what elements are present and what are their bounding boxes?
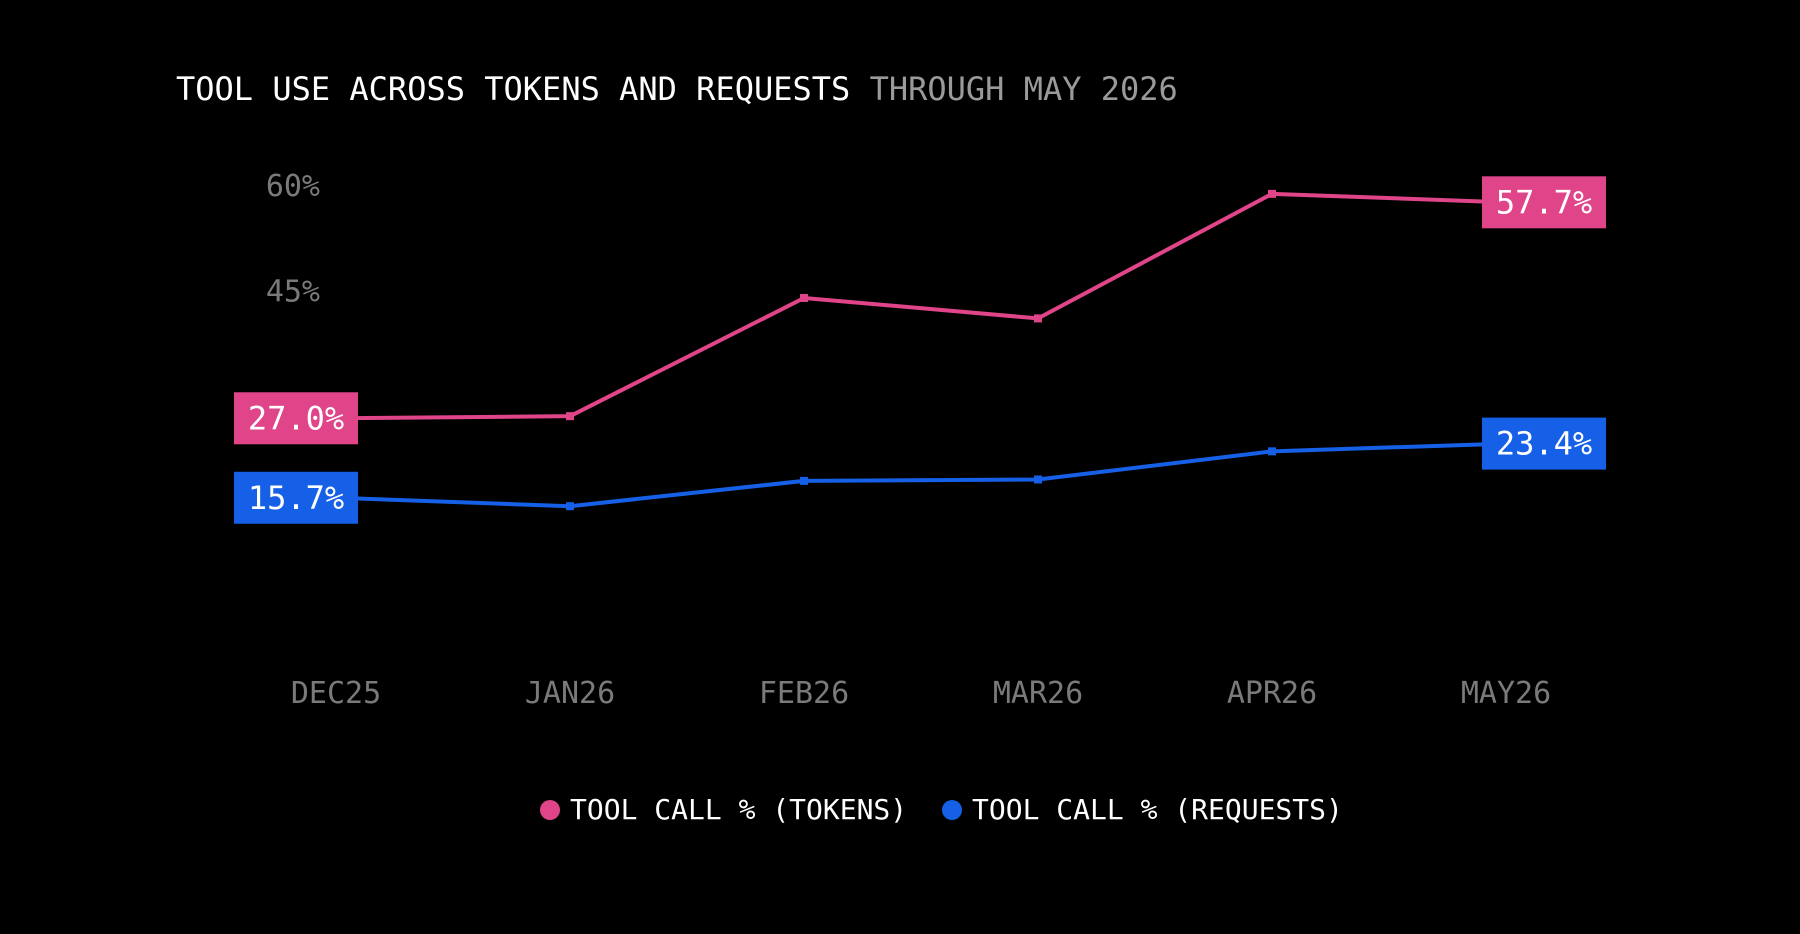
value-label-text: 15.7%	[248, 479, 344, 517]
chart-title-group: TOOL USE ACROSS TOKENS AND REQUESTS THRO…	[176, 70, 1178, 108]
series-line-1	[335, 441, 1507, 509]
chart-subtitle	[850, 70, 869, 108]
data-point	[566, 412, 574, 421]
value-label-text: 27.0%	[248, 399, 344, 437]
value-label-box	[1482, 176, 1606, 229]
end-labels: 27.0% 57.7% 15.7% 23.4%	[234, 176, 1606, 524]
y-tick-label: 60%	[266, 169, 320, 204]
value-label-text: 57.7%	[1496, 183, 1592, 221]
value-label-first: 27.0%	[234, 392, 358, 445]
data-point	[800, 476, 808, 485]
x-tick-label: DEC25	[291, 676, 381, 711]
x-tick-label: MAY26	[1461, 676, 1551, 711]
x-tick-label: FEB26	[759, 676, 849, 711]
legend-label: TOOL CALL % (TOKENS)	[570, 793, 907, 826]
legend-label: TOOL CALL % (REQUESTS)	[972, 793, 1343, 826]
data-point	[1034, 475, 1042, 484]
legend-swatch	[540, 800, 560, 820]
legend-swatch	[942, 800, 962, 820]
legend-item: TOOL CALL % (REQUESTS)	[942, 793, 1343, 826]
value-label-last: 57.7%	[1482, 176, 1606, 229]
value-label-box	[234, 392, 358, 445]
data-point	[566, 502, 574, 511]
value-label-text: 23.4%	[1496, 425, 1592, 463]
y-tick-label: 45%	[266, 275, 320, 310]
data-point	[1268, 447, 1276, 456]
data-point	[1268, 189, 1276, 198]
value-label-box	[234, 471, 358, 524]
value-label-box	[1482, 417, 1606, 470]
chart-title: TOOL USE ACROSS TOKENS AND REQUESTS THRO…	[176, 70, 1178, 108]
chart-title-main: TOOL USE ACROSS TOKENS AND REQUESTS	[176, 70, 850, 108]
value-label-last: 23.4%	[1482, 417, 1606, 470]
x-tick-label: APR26	[1227, 676, 1317, 711]
series-line-0	[335, 191, 1507, 421]
x-tick-label: JAN26	[525, 676, 615, 711]
legend: TOOL CALL % (TOKENS) TOOL CALL % (REQUEST…	[540, 793, 1343, 826]
data-point	[800, 293, 808, 302]
x-axis: DEC25 JAN26 FEB26 MAR26 APR26 MAY26	[291, 676, 1551, 711]
value-label-first: 15.7%	[234, 471, 358, 524]
chart-subtitle-text: THROUGH MAY 2026	[870, 70, 1178, 108]
y-axis: 60% 45%	[266, 169, 320, 310]
legend-item: TOOL CALL % (TOKENS)	[540, 793, 907, 826]
data-point	[1034, 314, 1042, 323]
series-lines	[332, 189, 1510, 511]
x-tick-label: MAR26	[993, 676, 1083, 711]
